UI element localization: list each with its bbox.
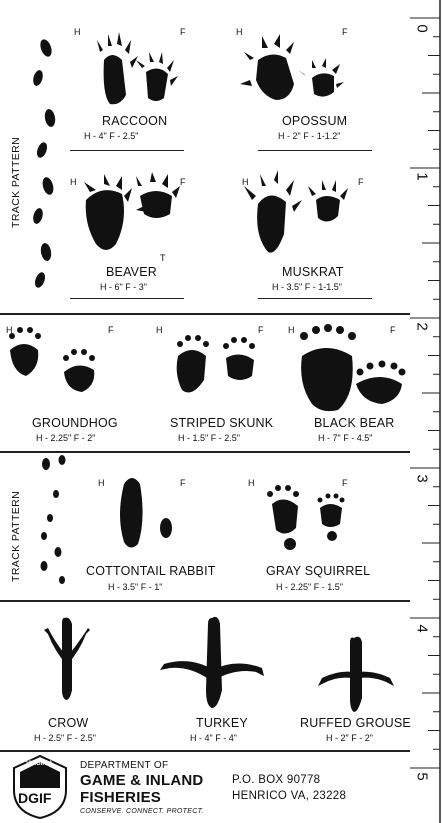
section-divider [0, 451, 410, 453]
animal-size-black-bear: H - 7" F - 4.5" [318, 433, 373, 443]
name-underline [70, 150, 184, 151]
section-divider [0, 750, 410, 752]
track-pattern-rabbit [40, 455, 66, 584]
animal-name-gray-squirrel: GRAY SQUIRREL [266, 564, 371, 578]
track-pattern-label: TRACK PATTERN [10, 490, 22, 582]
animal-size-striped-skunk: H - 1.5" F - 2.5" [178, 433, 240, 443]
animal-size-ruffed-grouse: H - 2" F - 2" [326, 733, 373, 743]
beaver-tracks [84, 172, 180, 250]
grouse-track [318, 636, 394, 712]
hind-marker: H [6, 325, 13, 335]
animal-size-turkey: H - 4" F - 4" [190, 733, 237, 743]
animal-name-crow: CROW [48, 716, 89, 730]
fore-marker: F [342, 478, 348, 488]
hind-marker: H [156, 325, 163, 335]
hind-marker: H [288, 325, 295, 335]
animal-name-groundhog: GROUNDHOG [32, 416, 118, 430]
animal-name-raccoon: RACCOON [102, 114, 168, 128]
animal-name-muskrat: MUSKRAT [282, 265, 344, 279]
ruler-number: 4 [413, 624, 431, 633]
hind-marker: H [242, 177, 249, 187]
animal-size-raccoon: H - 4" F - 2.5" [84, 131, 139, 141]
section-divider [0, 600, 410, 602]
hind-marker: H [70, 177, 77, 187]
bear-tracks [300, 324, 406, 412]
address-line-1: P.O. BOX 90778 [232, 774, 321, 786]
squirrel-tracks [267, 485, 345, 550]
ruler-number: 3 [413, 474, 431, 483]
logo-abbr-text: DGIF [18, 790, 52, 806]
fore-marker: F [342, 27, 348, 37]
fore-marker: F [180, 478, 186, 488]
fore-marker: F [390, 325, 396, 335]
section-divider [0, 313, 410, 315]
ruler-number: 5 [413, 772, 431, 781]
hind-marker: H [236, 27, 243, 37]
agency-line-1: GAME & INLAND [80, 772, 204, 789]
address-line-2: HENRICO VA, 23228 [232, 790, 347, 802]
fore-marker: F [108, 325, 114, 335]
hind-marker: H [248, 478, 255, 488]
fore-marker: F [180, 177, 186, 187]
hind-marker: H [74, 27, 81, 37]
agency-line-2: FISHERIES [80, 789, 161, 806]
animal-name-cottontail-rabbit: COTTONTAIL RABBIT [86, 564, 216, 578]
skunk-tracks [176, 335, 255, 393]
rabbit-tracks [120, 478, 172, 548]
ruler-number: 0 [413, 24, 431, 33]
name-underline [70, 298, 184, 299]
animal-name-opossum: OPOSSUM [282, 114, 348, 128]
dept-line: DEPARTMENT OF [80, 760, 169, 771]
animal-size-crow: H - 2.5" F - 2.5" [34, 733, 96, 743]
animal-size-groundhog: H - 2.25" F - 2" [36, 433, 96, 443]
fore-marker: F [258, 325, 264, 335]
animal-size-gray-squirrel: H - 2.25" F - 1.5" [276, 582, 343, 592]
hind-marker: H [98, 478, 105, 488]
animal-size-cottontail-rabbit: H - 3.5" F - 1" [108, 582, 163, 592]
raccoon-tracks [97, 32, 178, 105]
animal-name-beaver: BEAVER [106, 265, 157, 279]
turkey-track [160, 616, 264, 708]
dgif-logo [13, 754, 67, 820]
logo-state-text: VIRGINIA [26, 761, 53, 767]
agency-tagline: CONSERVE. CONNECT. PROTECT. [80, 808, 204, 815]
groundhog-tracks [9, 327, 95, 392]
animal-name-black-bear: BLACK BEAR [314, 416, 395, 430]
animal-name-turkey: TURKEY [196, 716, 248, 730]
name-underline [258, 298, 372, 299]
ruler-number: 1 [413, 172, 431, 181]
animal-name-ruffed-grouse: RUFFED GROUSE [300, 716, 411, 730]
animal-size-muskrat: H - 3.5" F - 1-1.5" [272, 282, 342, 292]
tail-marker: T [160, 253, 166, 263]
animal-size-opossum: H - 2" F - 1-1.2" [278, 131, 341, 141]
muskrat-tracks [244, 170, 348, 253]
track-pattern-top [33, 39, 56, 288]
ruler [410, 0, 441, 823]
fore-marker: F [358, 177, 364, 187]
name-underline [258, 150, 372, 151]
animal-size-beaver: H - 6" F - 3" [100, 282, 147, 292]
crow-track [44, 617, 90, 700]
track-pattern-label: TRACK PATTERN [10, 136, 22, 228]
opossum-tracks [240, 34, 344, 100]
ruler-number: 2 [413, 322, 431, 331]
fore-marker: F [180, 27, 186, 37]
animal-name-striped-skunk: STRIPED SKUNK [170, 416, 274, 430]
